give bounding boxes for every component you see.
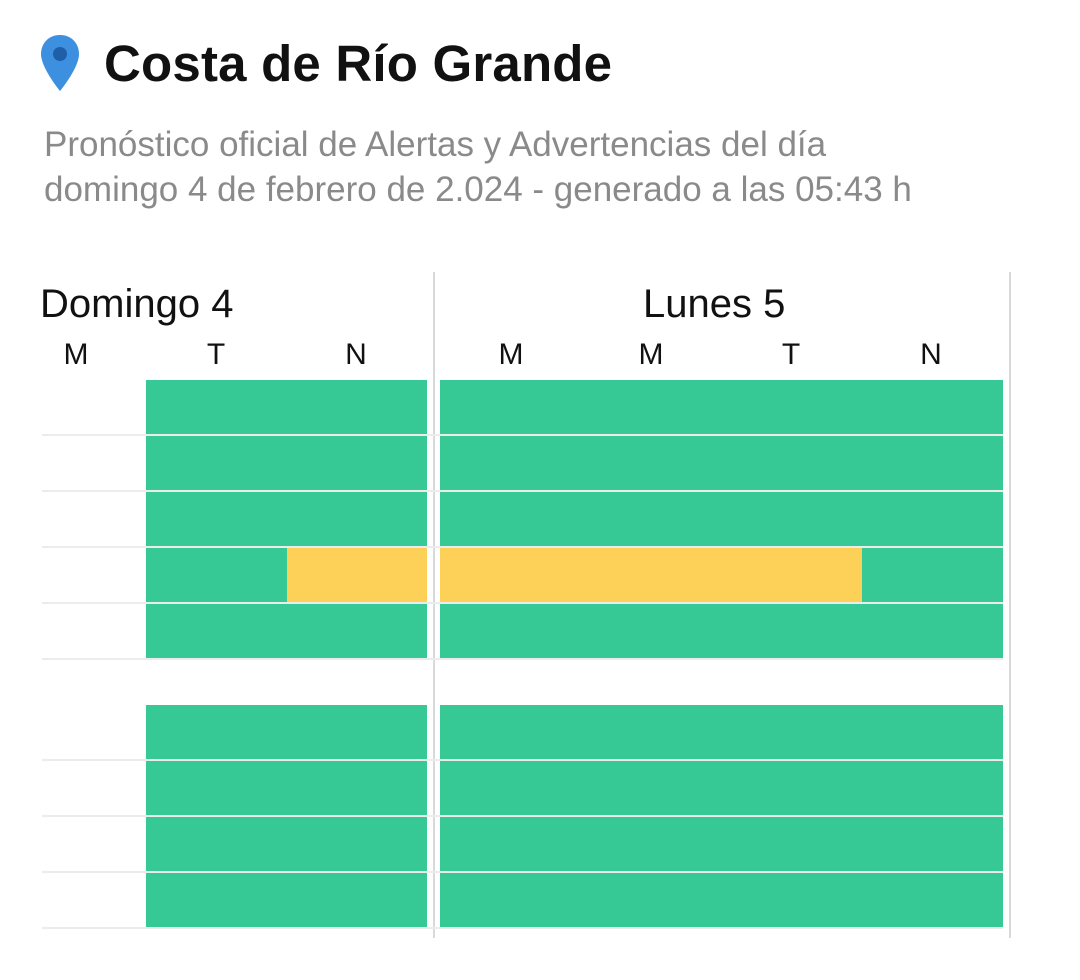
period-label: N xyxy=(345,338,367,371)
day-label-lunes: Lunes 5 xyxy=(643,282,786,326)
alert-cell xyxy=(146,604,287,658)
alert-cell xyxy=(440,492,580,546)
alert-cell xyxy=(862,436,1003,490)
period-label: N xyxy=(920,338,942,371)
alert-cell xyxy=(862,604,1003,658)
day-label-domingo: Domingo 4 xyxy=(40,282,234,326)
alert-cell xyxy=(146,380,287,434)
alert-cell xyxy=(721,604,862,658)
forecast-description-line-2: domingo 4 de febrero de 2.024 - generado… xyxy=(44,170,912,209)
alert-cell xyxy=(862,492,1003,546)
alert-cell xyxy=(146,705,287,759)
alert-cell xyxy=(440,705,580,759)
location-title: Costa de Río Grande xyxy=(104,34,613,92)
alert-cell xyxy=(440,436,580,490)
row-divider xyxy=(42,871,1003,873)
alert-cell xyxy=(440,548,580,602)
alert-cell xyxy=(721,817,862,871)
alert-cell xyxy=(580,380,721,434)
alert-cell xyxy=(287,873,427,927)
row-divider xyxy=(42,546,1003,548)
alert-cell xyxy=(440,761,580,815)
alert-cell xyxy=(287,761,427,815)
forecast-description-line-1: Pronóstico oficial de Alertas y Adverten… xyxy=(44,125,827,164)
alert-cell xyxy=(287,380,427,434)
alert-cell xyxy=(580,817,721,871)
period-label: T xyxy=(781,338,801,371)
alert-cell xyxy=(146,548,287,602)
alert-cell xyxy=(721,380,862,434)
alert-cell xyxy=(287,817,427,871)
day-separator xyxy=(1009,272,1011,938)
day-separator xyxy=(433,272,435,938)
row-divider xyxy=(42,927,1003,929)
alert-cell xyxy=(862,380,1003,434)
alert-cell xyxy=(862,761,1003,815)
alert-timeline: Domingo 4 Lunes 5 M T N M M T N xyxy=(0,270,1080,970)
row-divider xyxy=(42,658,1003,660)
alert-cell xyxy=(721,492,862,546)
location-pin-icon xyxy=(41,35,79,91)
period-label: M xyxy=(63,338,89,371)
location-header: Costa de Río Grande xyxy=(38,28,612,98)
alert-cell xyxy=(862,705,1003,759)
alert-cell xyxy=(580,436,721,490)
row-divider xyxy=(42,815,1003,817)
alert-cell xyxy=(580,604,721,658)
alert-cell xyxy=(287,604,427,658)
row-divider xyxy=(42,490,1003,492)
alert-cell xyxy=(862,548,1003,602)
alert-cell xyxy=(721,436,862,490)
alert-cell xyxy=(440,380,580,434)
alert-cell xyxy=(146,436,287,490)
alert-cell xyxy=(287,705,427,759)
forecast-description: Pronóstico oficial de Alertas y Adverten… xyxy=(44,122,1044,212)
row-divider xyxy=(42,759,1003,761)
alert-cell xyxy=(580,873,721,927)
alert-cell xyxy=(146,761,287,815)
alert-cell xyxy=(862,817,1003,871)
alert-cell xyxy=(580,492,721,546)
alert-cell xyxy=(721,548,862,602)
alert-cell xyxy=(440,604,580,658)
alert-cell xyxy=(146,817,287,871)
alert-cell xyxy=(721,761,862,815)
alert-cell xyxy=(580,761,721,815)
alert-cell xyxy=(721,705,862,759)
alert-cell xyxy=(440,817,580,871)
period-label: M xyxy=(498,338,524,371)
row-divider xyxy=(42,434,1003,436)
alert-cell xyxy=(146,492,287,546)
alert-cell xyxy=(146,873,287,927)
alert-cell xyxy=(580,548,721,602)
alert-cell xyxy=(287,548,427,602)
alert-cell xyxy=(862,873,1003,927)
alert-cell xyxy=(287,436,427,490)
period-label: M xyxy=(638,338,664,371)
row-divider xyxy=(42,602,1003,604)
alert-cell xyxy=(721,873,862,927)
period-label: T xyxy=(206,338,226,371)
alert-cell xyxy=(287,492,427,546)
alert-cell xyxy=(580,705,721,759)
alert-cell xyxy=(440,873,580,927)
